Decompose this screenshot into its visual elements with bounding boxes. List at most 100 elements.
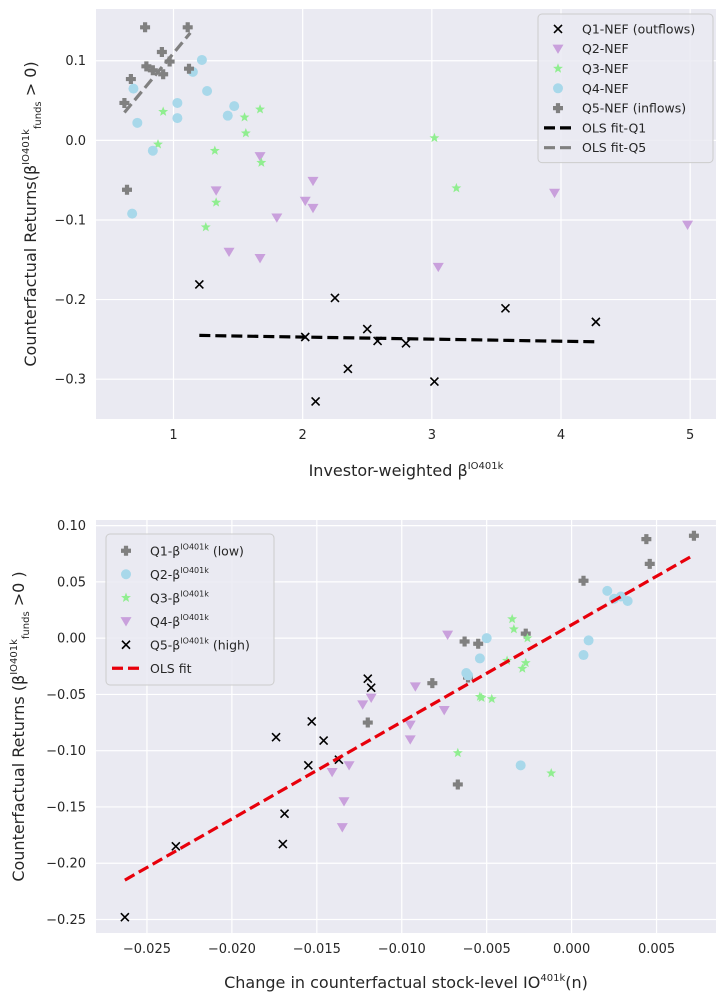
y-tick-label: 0.00 (57, 632, 86, 647)
legend-box (537, 13, 714, 164)
legend-marker (121, 640, 131, 650)
legend-label: Q1-NEF (outflows) (582, 21, 695, 36)
data-point (140, 22, 151, 33)
data-point (549, 188, 561, 199)
data-point (404, 735, 416, 745)
data-point (602, 585, 613, 596)
y-tick-label: 0.05 (57, 575, 86, 590)
y-tick-label: 0.1 (65, 54, 86, 69)
data-point (303, 760, 313, 770)
data-point (473, 638, 484, 649)
x-axis-label: Investor-weighted βIO401k (309, 461, 504, 480)
data-point (452, 747, 463, 758)
legend-label: Q3-NEF (582, 61, 629, 76)
legend-label: OLS fit-Q5 (582, 140, 646, 155)
data-point (147, 65, 158, 76)
data-point (363, 674, 373, 684)
legend: Q1-NEF (outflows) Q2-NEF Q3-NEF Q4-NEF Q5-NE… (537, 13, 714, 164)
data-point (125, 74, 136, 85)
legend-label: Q1-βIO401k (low) (150, 543, 244, 559)
data-point (591, 317, 601, 327)
x-tick-label: −0.025 (123, 942, 171, 957)
data-point (128, 83, 139, 94)
legend-marker (121, 545, 131, 556)
data-point (357, 700, 369, 710)
data-point (366, 683, 376, 693)
data-point (641, 534, 652, 545)
ols-fit-line (123, 31, 192, 114)
series-3 (153, 104, 462, 232)
data-point (271, 213, 283, 223)
data-point (578, 650, 589, 661)
data-point (507, 613, 518, 624)
legend-marker (553, 24, 563, 34)
chart-top: 1 2 3 4 5 −0.3 −0.2 −0.1 0.0 0.1 Investor-weighted… (21, 9, 716, 480)
data-point (401, 338, 411, 348)
legend-marker (121, 592, 131, 602)
legend-label: Q2-NEF (582, 41, 629, 56)
series-1 (194, 279, 601, 407)
data-point (343, 761, 355, 771)
data-point (520, 628, 531, 639)
data-point (256, 157, 267, 167)
legend-marker (553, 63, 563, 73)
data-point (202, 86, 213, 96)
data-point (362, 717, 373, 728)
data-point (120, 912, 130, 922)
data-point (578, 575, 589, 586)
legend-label: Q2-βIO401k (150, 566, 209, 582)
data-point (211, 197, 222, 207)
legend-label: Q5-βIO401k (high) (150, 637, 250, 653)
data-point (147, 145, 158, 156)
y-tick-label: 0.10 (57, 519, 86, 534)
data-point (508, 623, 519, 634)
legend-label: Q3-βIO401k (150, 590, 209, 606)
data-point (299, 196, 311, 207)
x-tick-label: 0.000 (553, 942, 590, 957)
y-tick-label: −0.25 (46, 913, 86, 928)
data-point (442, 630, 454, 641)
data-point (336, 823, 348, 833)
data-point (229, 101, 240, 112)
data-point (500, 303, 511, 313)
data-point (307, 716, 317, 727)
data-point (515, 760, 526, 771)
y-tick-label: −0.20 (46, 857, 86, 872)
data-point (362, 324, 372, 334)
data-point (522, 632, 533, 643)
data-point (319, 736, 329, 746)
data-point (326, 767, 338, 778)
ols-fit-line (124, 553, 695, 882)
data-point (546, 768, 557, 778)
legend-marker (552, 44, 564, 54)
data-point (409, 682, 421, 692)
data-point (520, 657, 531, 668)
series-2 (461, 585, 633, 771)
data-point (127, 208, 138, 219)
data-point (365, 693, 377, 704)
data-point (122, 184, 132, 195)
y-tick-label: −0.05 (46, 688, 86, 703)
data-point (682, 220, 694, 230)
data-point (688, 530, 699, 541)
chart-bottom: −0.025 −0.020 −0.015 −0.010 −0.005 0.000 0.005… (9, 519, 716, 992)
y-tick-label: 0.0 (65, 134, 86, 149)
data-point (194, 279, 204, 290)
legend-marker (553, 103, 563, 114)
data-point (644, 558, 655, 569)
data-point (432, 262, 444, 273)
data-point (459, 636, 470, 647)
x-tick-label: 2 (299, 428, 307, 443)
data-point (184, 63, 194, 74)
data-point (429, 377, 439, 387)
data-point (338, 797, 350, 807)
data-point (119, 97, 130, 108)
x-tick-label: 1 (169, 428, 177, 443)
data-point (172, 113, 183, 124)
legend-label: OLS fit (150, 661, 192, 676)
data-point (343, 364, 353, 374)
data-point (132, 117, 143, 128)
data-point (476, 692, 487, 703)
data-point (622, 596, 633, 607)
legend-marker (553, 83, 563, 94)
